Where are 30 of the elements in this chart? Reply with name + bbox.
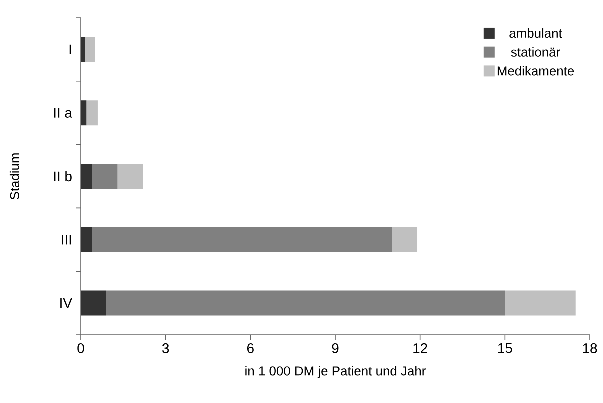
x-tick-label: 6 (247, 344, 254, 354)
x-tick-label: 12 (414, 344, 428, 354)
y-tick-label: II b (54, 171, 72, 182)
legend-label: ambulant (510, 28, 562, 38)
legend-label: Medikamente (498, 66, 574, 76)
bar (81, 164, 92, 190)
x-axis-title: in 1 000 DM je Patient und Jahr (246, 366, 426, 378)
bar (81, 37, 86, 62)
bar (92, 227, 392, 252)
bar (86, 100, 98, 126)
x-tick-label: 15 (498, 344, 512, 354)
bar (81, 100, 87, 126)
bar (85, 37, 96, 62)
y-tick-label: I (70, 44, 72, 55)
y-tick-label: III (62, 235, 72, 245)
bar (81, 290, 106, 316)
bar (106, 290, 506, 316)
bar (81, 227, 92, 252)
bar (92, 164, 118, 190)
bar (392, 227, 418, 252)
legend-label: stationär (511, 47, 560, 57)
x-tick-label: 9 (332, 344, 339, 354)
x-tick-label: 0 (78, 344, 84, 354)
y-axis-title: Stadium (10, 154, 20, 200)
y-tick-label: II a (54, 108, 72, 118)
x-tick-label: 18 (583, 344, 598, 354)
x-tick-label: 3 (162, 344, 170, 354)
bar (505, 290, 576, 316)
bar (118, 164, 144, 190)
y-tick-label: IV (60, 298, 72, 308)
